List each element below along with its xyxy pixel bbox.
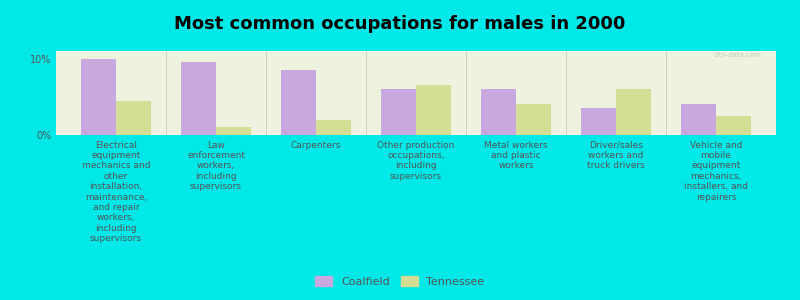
Text: Most common occupations for males in 2000: Most common occupations for males in 200… bbox=[174, 15, 626, 33]
Bar bbox=[281, 70, 316, 135]
Text: city-data.com: city-data.com bbox=[714, 52, 762, 58]
Bar bbox=[381, 89, 416, 135]
Bar bbox=[516, 104, 551, 135]
Bar bbox=[116, 100, 151, 135]
Bar bbox=[681, 104, 716, 135]
Bar bbox=[581, 108, 616, 135]
Bar bbox=[616, 89, 651, 135]
Bar bbox=[181, 62, 216, 135]
Bar bbox=[416, 85, 451, 135]
Bar bbox=[81, 58, 116, 135]
Bar bbox=[316, 120, 351, 135]
Bar bbox=[216, 128, 251, 135]
Legend: Coalfield, Tennessee: Coalfield, Tennessee bbox=[311, 272, 489, 291]
Bar bbox=[481, 89, 516, 135]
Bar bbox=[716, 116, 751, 135]
